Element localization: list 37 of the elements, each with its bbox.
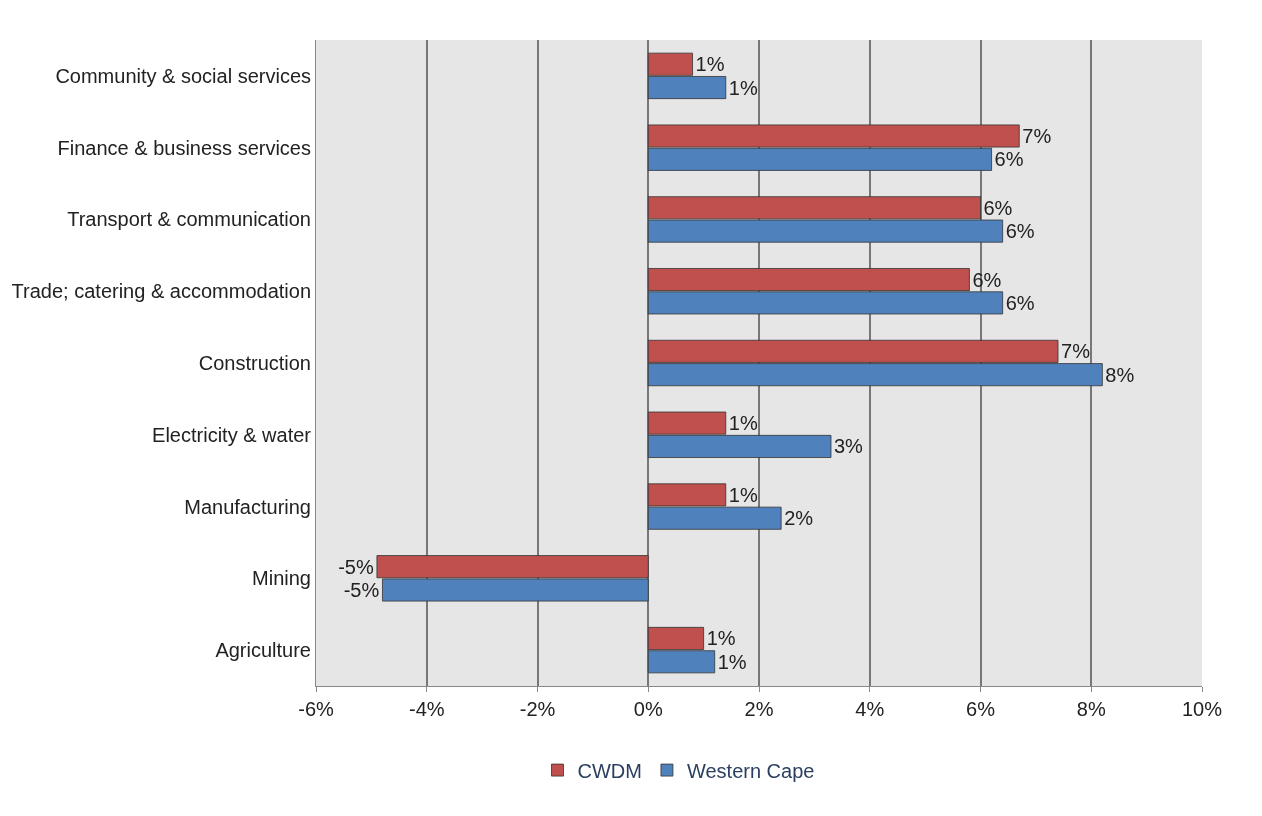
data-label: 1% <box>717 650 747 673</box>
data-label: -5% <box>343 579 380 601</box>
y-tick-label: Electricity & water <box>152 423 312 446</box>
x-tick-label: 10% <box>1181 698 1223 720</box>
x-tick-label: -6% <box>298 698 334 720</box>
legend-label: Western Cape <box>686 759 815 782</box>
data-label: 6% <box>983 196 1013 219</box>
y-tick-label: Mining <box>252 567 311 590</box>
x-tick-label: 2% <box>744 698 774 720</box>
y-tick-label: Community & social services <box>55 64 311 87</box>
x-tick-label: 8% <box>1076 698 1106 720</box>
y-tick-label: Trade; catering & accommodation <box>11 280 311 303</box>
x-tick-label: 6% <box>966 698 996 720</box>
y-tick-label: Construction <box>198 352 311 374</box>
data-label: 7% <box>1022 125 1052 147</box>
x-tick-label: 0% <box>633 698 663 720</box>
data-label: -5% <box>338 555 374 578</box>
y-tick-label: Finance & business services <box>57 136 311 159</box>
data-label: 1% <box>706 627 736 650</box>
data-label: 8% <box>1105 363 1135 386</box>
data-label: 3% <box>833 435 864 458</box>
data-label: 2% <box>784 507 814 530</box>
y-tick-label: Agriculture <box>215 639 311 662</box>
y-tick-label: Transport & communication <box>67 208 311 231</box>
x-tick-label: -2% <box>519 698 556 720</box>
data-label: 1% <box>728 76 758 99</box>
data-label: 6% <box>1005 220 1035 243</box>
legend-label: CWDM <box>577 759 642 782</box>
x-tick-label: -4% <box>408 698 445 720</box>
data-label: 1% <box>695 53 725 76</box>
data-label: 1% <box>728 483 758 506</box>
x-tick-label: 4% <box>855 698 885 720</box>
data-label: 1% <box>728 412 758 435</box>
data-label: 6% <box>994 148 1024 171</box>
data-label: 7% <box>1061 340 1091 363</box>
data-label: 6% <box>1005 291 1035 314</box>
y-tick-label: Manufacturing <box>184 495 311 518</box>
